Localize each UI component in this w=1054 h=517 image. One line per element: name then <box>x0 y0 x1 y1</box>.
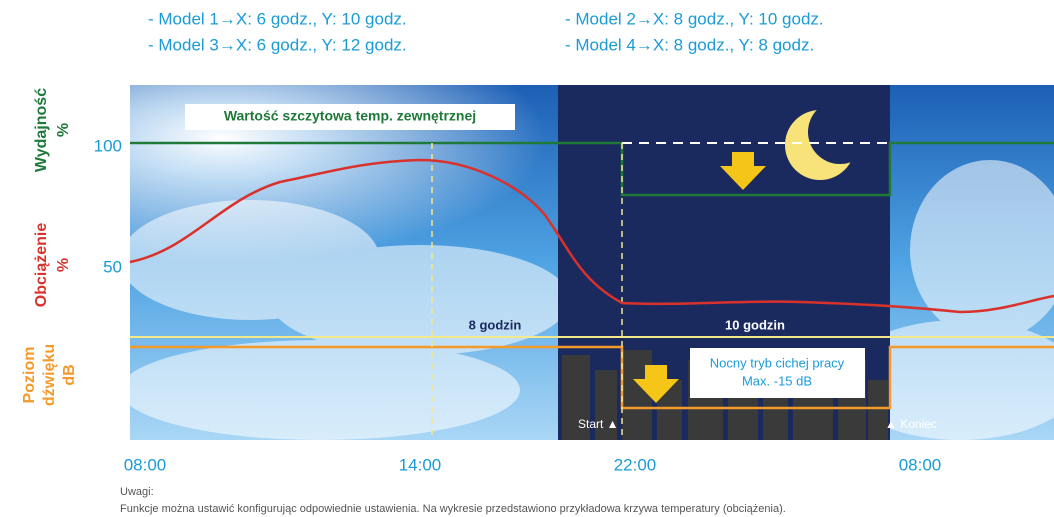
clouds <box>120 160 1054 440</box>
arrow <box>720 152 766 190</box>
legend-item: - Model 1→X: 6 godz., Y: 10 godz. <box>148 9 407 28</box>
x-tick-label: 22:00 <box>614 455 657 474</box>
ticks: 100 50 08:00 14:00 22:00 08:00 <box>94 136 942 474</box>
legend-item: - Model 3→X: 6 godz., Y: 12 godz. <box>148 35 407 54</box>
y-tick-label: 50 <box>103 257 122 276</box>
load-curve <box>129 158 1054 314</box>
x-tick-label: 08:00 <box>124 455 167 474</box>
axis-title: dźwięku <box>41 344 58 406</box>
span-label: 10 godzin <box>725 317 785 332</box>
night-label: Max. -15 dB <box>742 373 812 388</box>
night-label: Nocny tryb cichej pracy <box>710 355 845 370</box>
sound-line <box>130 345 1054 410</box>
moon-shadow <box>808 100 872 164</box>
notes-text: Funkcje można ustawić konfigurując odpow… <box>120 503 786 515</box>
arrow <box>633 365 679 403</box>
axis-title: Obciążenie <box>33 223 50 308</box>
performance-line <box>130 141 1054 197</box>
start-label: Start ▲ <box>578 417 619 431</box>
axis-title: dB <box>61 364 78 385</box>
axis-titles: Wydajność % Obciążenie % Poziom dźwięku … <box>21 88 78 406</box>
axis-title: % <box>55 123 72 137</box>
x-tick-label: 14:00 <box>399 455 442 474</box>
axis-title: % <box>55 258 72 272</box>
peak-label: Wartość szczytowa temp. zewnętrznej <box>224 108 476 124</box>
legend: - Model 1→X: 6 godz., Y: 10 godz. - Mode… <box>148 9 824 54</box>
legend-item: - Model 4→X: 8 godz., Y: 8 godz. <box>565 35 814 54</box>
axis-title: Wydajność <box>33 88 50 172</box>
y-tick-label: 100 <box>94 136 122 155</box>
legend-item: - Model 2→X: 8 godz., Y: 10 godz. <box>565 9 824 28</box>
night-box <box>690 348 865 398</box>
x-tick-label: 08:00 <box>899 455 942 474</box>
city <box>562 350 888 440</box>
peak-box <box>185 104 515 130</box>
notes-title: Uwagi: <box>120 486 154 498</box>
axis-title: Poziom <box>21 347 38 404</box>
end-label: ▲ Koniec <box>885 417 937 431</box>
span-label: 8 godzin <box>469 317 522 332</box>
